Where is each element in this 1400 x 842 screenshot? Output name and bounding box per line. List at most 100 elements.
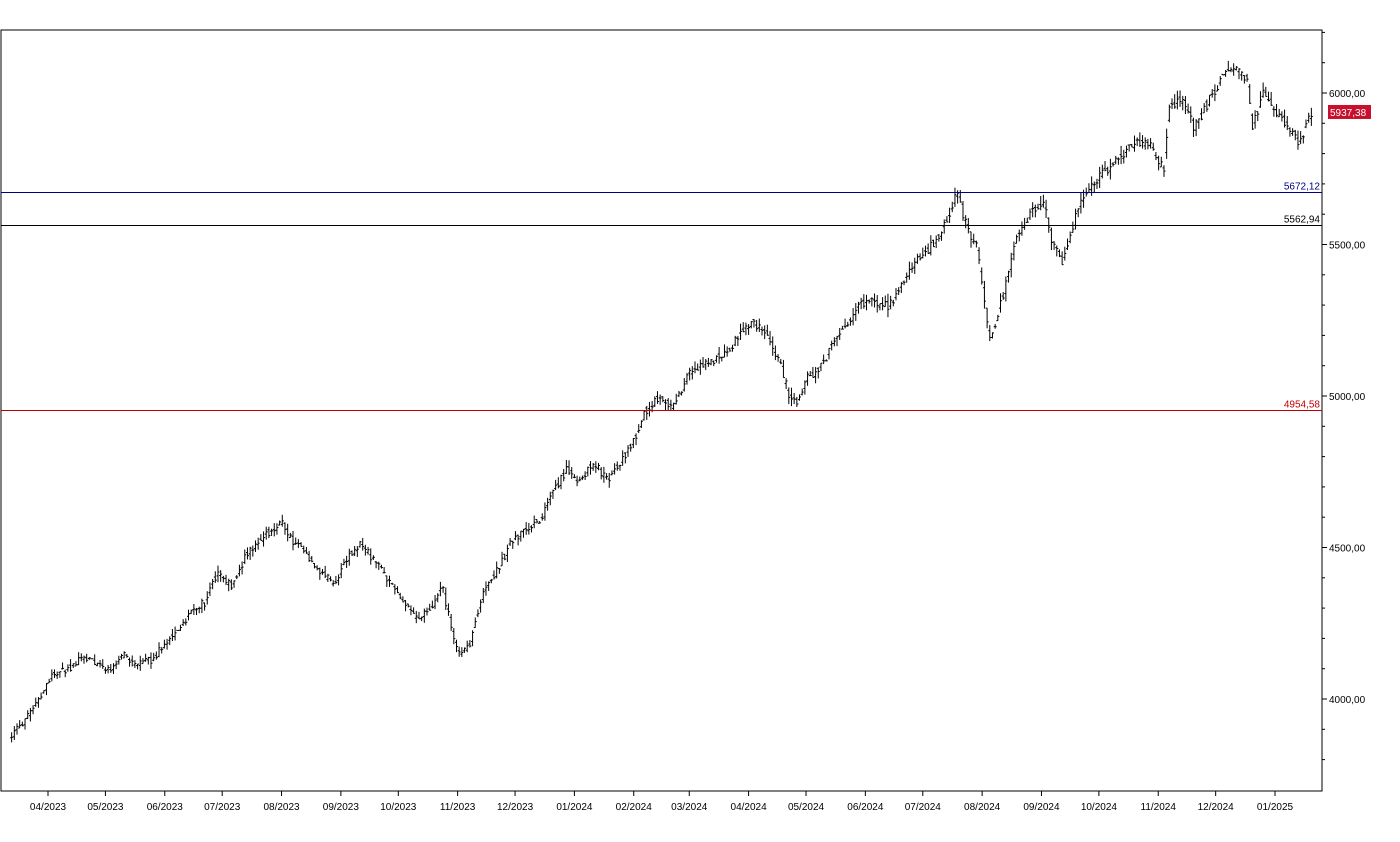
ohlc-bar bbox=[677, 390, 681, 397]
x-tick-label: 08/2024 bbox=[964, 802, 1001, 813]
ohlc-bar bbox=[1309, 107, 1313, 126]
ohlc-bar bbox=[597, 462, 601, 471]
ohlc-bar bbox=[580, 475, 584, 480]
ohlc-bar bbox=[958, 190, 962, 203]
ohlc-bar bbox=[396, 586, 400, 594]
ohlc-bar bbox=[146, 656, 150, 665]
ohlc-bar bbox=[430, 600, 434, 609]
ohlc-bar bbox=[693, 361, 697, 374]
ohlc-bar bbox=[44, 683, 48, 696]
ohlc-bar bbox=[1001, 292, 1005, 300]
ohlc-bar bbox=[168, 636, 172, 646]
ohlc-bar bbox=[181, 619, 185, 627]
ohlc-bar bbox=[1208, 94, 1212, 107]
ohlc-bar bbox=[1224, 70, 1228, 77]
ohlc-bar bbox=[945, 216, 949, 223]
ohlc-bar bbox=[248, 546, 252, 560]
ohlc-bar bbox=[465, 640, 469, 653]
ohlc-bar bbox=[66, 664, 70, 672]
ohlc-bar bbox=[519, 530, 523, 542]
ohlc-bar bbox=[398, 592, 402, 600]
x-tick-label: 12/2024 bbox=[1198, 802, 1235, 813]
ohlc-bar bbox=[586, 466, 590, 477]
ohlc-bar bbox=[1159, 156, 1163, 168]
ohlc-bar bbox=[82, 655, 86, 664]
x-tick-label: 08/2023 bbox=[263, 802, 300, 813]
ohlc-bar bbox=[988, 325, 992, 342]
ohlc-bar bbox=[312, 562, 316, 569]
ohlc-bar bbox=[765, 324, 769, 336]
ohlc-bar bbox=[605, 473, 609, 480]
ohlc-bar bbox=[615, 461, 619, 471]
ohlc-bar bbox=[776, 354, 780, 362]
ohlc-bar bbox=[567, 460, 571, 475]
ohlc-bar bbox=[1210, 89, 1214, 98]
ohlc-bar bbox=[1079, 192, 1083, 214]
ohlc-bar bbox=[438, 581, 442, 597]
ohlc-bar bbox=[267, 526, 271, 539]
ohlc-bar bbox=[1135, 137, 1139, 147]
ohlc-bar bbox=[154, 651, 158, 660]
y-tick-label: 4500,00 bbox=[1329, 544, 1366, 555]
ohlc-bar bbox=[476, 609, 480, 618]
ohlc-bar bbox=[602, 466, 606, 483]
ohlc-bar bbox=[278, 520, 282, 526]
x-tick-label: 02/2024 bbox=[616, 802, 653, 813]
ohlc-bar bbox=[661, 396, 665, 403]
ohlc-bar bbox=[953, 187, 957, 207]
ohlc-bar bbox=[1237, 68, 1241, 80]
ohlc-bar bbox=[58, 671, 62, 678]
ohlc-bar bbox=[379, 564, 383, 569]
ohlc-bar bbox=[1157, 155, 1161, 171]
ohlc-bar bbox=[1170, 98, 1174, 110]
ohlc-bar bbox=[749, 321, 753, 329]
ohlc-bar bbox=[977, 247, 981, 265]
ohlc-bar bbox=[669, 399, 673, 411]
ohlc-bar bbox=[387, 575, 391, 587]
ohlc-bar bbox=[1178, 90, 1182, 107]
ohlc-bar bbox=[629, 443, 633, 452]
ohlc-bar bbox=[937, 234, 941, 242]
ohlc-bar bbox=[902, 280, 906, 286]
ohlc-bar bbox=[712, 360, 716, 367]
ohlc-bar bbox=[36, 697, 40, 708]
ohlc-bar bbox=[816, 367, 820, 379]
ohlc-bar bbox=[205, 591, 209, 605]
y-tick-label: 5000,00 bbox=[1329, 392, 1366, 403]
ohlc-bar bbox=[1124, 145, 1128, 158]
ohlc-bar bbox=[318, 567, 322, 580]
ohlc-bar bbox=[521, 528, 525, 538]
ohlc-bar bbox=[366, 546, 370, 555]
ohlc-bar bbox=[1258, 91, 1262, 108]
ohlc-bar bbox=[875, 295, 879, 313]
ohlc-bar bbox=[964, 215, 968, 229]
y-tick-label: 6000,00 bbox=[1329, 89, 1366, 100]
x-tick-label: 09/2023 bbox=[323, 802, 360, 813]
level-label: 4954,58 bbox=[1284, 400, 1321, 411]
ohlc-bar bbox=[717, 347, 721, 364]
ohlc-bar bbox=[385, 575, 389, 588]
ohlc-bar bbox=[288, 532, 292, 538]
ohlc-bar bbox=[610, 470, 614, 476]
y-axis: 4000,00 4500,00 5000,00 5500,00 6000,00 bbox=[1322, 31, 1366, 761]
ohlc-bar bbox=[1127, 144, 1131, 152]
ohlc-bar bbox=[564, 459, 568, 474]
ohlc-bar bbox=[184, 618, 188, 626]
ohlc-bar bbox=[647, 401, 651, 417]
ohlc-bar bbox=[929, 235, 933, 256]
ohlc-bar bbox=[433, 595, 437, 610]
ohlc-bar bbox=[85, 653, 89, 663]
ohlc-bar bbox=[1167, 104, 1171, 123]
ohlc-bar bbox=[1108, 158, 1112, 180]
ohlc-bar bbox=[235, 575, 239, 580]
ohlc-bar bbox=[165, 638, 169, 650]
ohlc-bar bbox=[1074, 208, 1078, 230]
ohlc-bar bbox=[757, 318, 761, 333]
ohlc-bar bbox=[87, 657, 91, 660]
ohlc-bar bbox=[1036, 203, 1040, 210]
ohlc-bar bbox=[1253, 110, 1257, 129]
ohlc-bar bbox=[353, 545, 357, 557]
ohlc-bar bbox=[706, 357, 710, 367]
ohlc-bar bbox=[1301, 135, 1305, 144]
